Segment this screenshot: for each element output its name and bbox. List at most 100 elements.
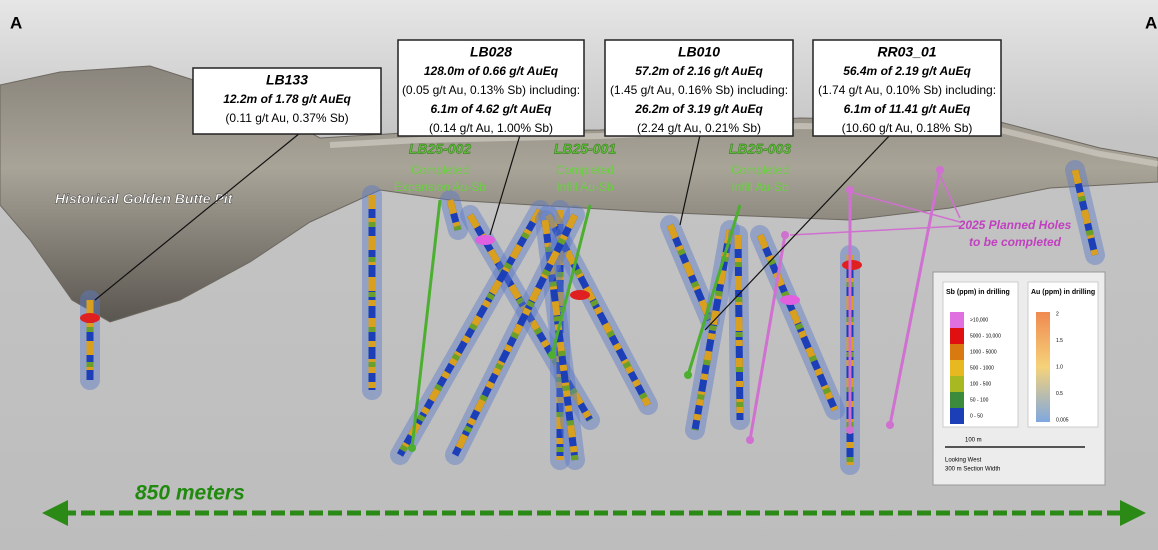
hole-grade xyxy=(544,213,652,407)
hole-label: LB25-001 xyxy=(554,141,616,157)
callout-line: 57.2m of 2.16 g/t AuEq xyxy=(635,64,763,78)
legend-class: 0 - 50 xyxy=(970,413,983,419)
hole-end xyxy=(746,436,754,444)
au-ramp xyxy=(1036,312,1050,422)
planned-note: 2025 Planned Holes xyxy=(958,218,1072,232)
legend-view: Looking West xyxy=(945,458,982,464)
section-end: A xyxy=(1145,13,1157,32)
callout-line: (2.24 g/t Au, 0.21% Sb) xyxy=(637,121,761,135)
planned-note: to be completed xyxy=(969,235,1062,249)
hole-grade xyxy=(1071,169,1099,256)
callout-box xyxy=(604,39,794,137)
hole-collar xyxy=(781,231,789,239)
callout-line: 56.4m of 2.19 g/t AuEq xyxy=(843,64,971,78)
pit-label: Historical Golden Butte Pit xyxy=(55,191,234,207)
leader-line xyxy=(489,134,521,236)
au-tick: 0.005 xyxy=(1056,417,1069,423)
hole-grade xyxy=(666,223,714,322)
au-tick: 0.5 xyxy=(1056,391,1063,397)
legend-swatch xyxy=(950,392,964,408)
hole-grade xyxy=(446,199,462,231)
leader-line xyxy=(679,134,701,226)
hole-end xyxy=(846,426,854,434)
drill-holes xyxy=(80,160,1105,475)
hole-end xyxy=(548,351,556,359)
hole-grade xyxy=(756,233,839,412)
callout-box xyxy=(397,39,585,137)
high-grade-ring xyxy=(475,235,495,245)
hole-status: Completed xyxy=(731,163,789,177)
hole-grade xyxy=(734,234,744,421)
callout-line: 6.1m of 11.41 g/t AuEq xyxy=(844,102,971,116)
callout-line: (0.05 g/t Au, 0.13% Sb) including: xyxy=(402,83,580,97)
legend-class: 500 - 1000 xyxy=(970,365,994,371)
callout-box xyxy=(812,39,1002,137)
scale-label: 100 m xyxy=(965,438,982,444)
hole-label: LB25-002 xyxy=(409,141,471,157)
legend-swatch xyxy=(950,376,964,392)
legend-class: 100 - 500 xyxy=(970,381,991,387)
high-grade-ring xyxy=(570,290,590,300)
hole-grade xyxy=(691,229,734,431)
au-tick: 1.0 xyxy=(1056,364,1063,370)
legend-class: >10,000 xyxy=(970,317,988,323)
high-grade-ring xyxy=(842,260,862,270)
callout-title: LB028 xyxy=(470,44,512,60)
hole-grade xyxy=(451,213,579,457)
hole-purpose: Expansion Au-Sb xyxy=(394,180,486,194)
arrow-head xyxy=(42,500,68,526)
hole-collar xyxy=(936,166,944,174)
callout-line: 128.0m of 0.66 g/t AuEq xyxy=(424,64,559,78)
hole-status: Completed xyxy=(411,163,469,177)
hole-purpose: Infill Au-Sb xyxy=(731,180,789,194)
completed-hole xyxy=(686,204,742,376)
hole-end xyxy=(408,444,416,452)
legend-class: 5000 - 10,000 xyxy=(970,333,1001,339)
hole-status: Completed xyxy=(556,163,614,177)
legend-title: Sb (ppm) in drilling xyxy=(946,289,1010,296)
legend-swatch xyxy=(950,408,964,424)
legend-swatch xyxy=(950,312,964,328)
hole-end xyxy=(684,371,692,379)
legend-swatch xyxy=(950,360,964,376)
distance-label: 850 meters xyxy=(135,482,245,505)
callout-line: 6.1m of 4.62 g/t AuEq xyxy=(431,102,553,116)
high-grade-ring xyxy=(80,313,100,323)
planned-hole xyxy=(748,234,787,441)
callout-title: RR03_01 xyxy=(877,44,936,60)
leader-line xyxy=(704,134,891,331)
planned-hole xyxy=(888,169,942,426)
completed-hole xyxy=(410,199,442,449)
hole-end xyxy=(886,421,894,429)
legend-class: 50 - 100 xyxy=(970,397,989,403)
callout-title: LB010 xyxy=(678,44,720,60)
legend-width: 300 m Section Width xyxy=(945,467,1000,473)
hole-label: LB25-003 xyxy=(729,141,791,157)
hole-grade xyxy=(396,208,544,457)
hole-purpose: Infill Au-Sb xyxy=(556,180,614,194)
overlay: A A Historical Golden Butte Pit LB133 12.2m … xyxy=(10,13,1157,526)
au-tick: 2 xyxy=(1056,311,1059,317)
high-grade-ring xyxy=(780,295,800,305)
legend-title: Au (ppm) in drilling xyxy=(1031,289,1095,296)
callout-line: (1.74 g/t Au, 0.10% Sb) including: xyxy=(818,83,996,97)
planned-leader xyxy=(789,225,961,236)
planned-leader xyxy=(849,191,961,223)
arrow-head xyxy=(1120,500,1146,526)
section-start: A xyxy=(10,13,22,32)
hole-grade xyxy=(734,234,744,421)
leader-line xyxy=(94,132,301,301)
callout-line: 26.2m of 3.19 g/t AuEq xyxy=(634,102,763,116)
callout-line: (1.45 g/t Au, 0.16% Sb) including: xyxy=(610,83,788,97)
legend-swatch xyxy=(950,328,964,344)
au-tick: 1.5 xyxy=(1056,338,1063,344)
hole-core xyxy=(466,213,594,422)
legend-class: 1000 - 5000 xyxy=(970,349,997,355)
completed-hole xyxy=(550,204,592,356)
hole-grade xyxy=(756,233,839,412)
planned-leader xyxy=(939,174,961,219)
callout-line: (0.11 g/t Au, 0.37% Sb) xyxy=(225,111,348,125)
legend-swatch xyxy=(950,344,964,360)
callout-line: (10.60 g/t Au, 0.18% Sb) xyxy=(842,121,973,135)
